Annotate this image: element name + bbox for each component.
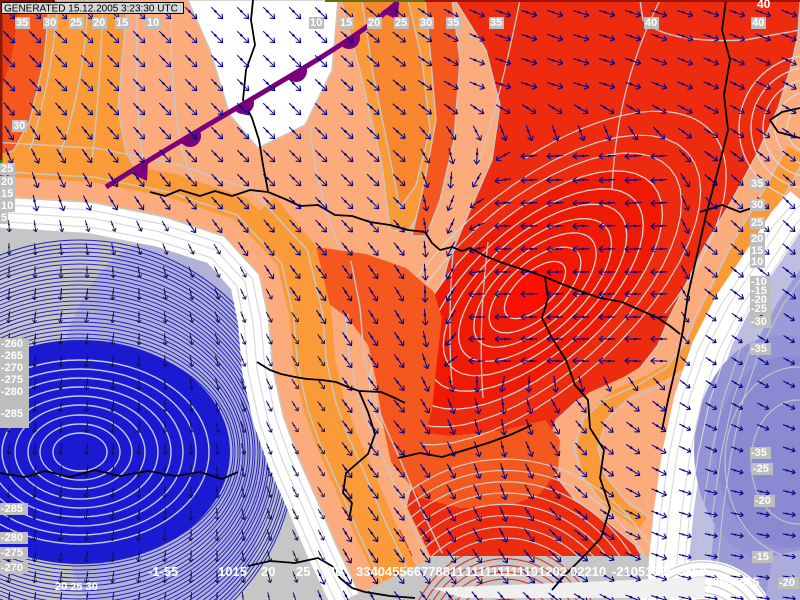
svg-text:-1-55: -1-55 [148, 564, 178, 579]
svg-text:25: 25 [751, 217, 763, 229]
svg-text:-285: -285 [1, 408, 23, 420]
svg-text:35: 35 [751, 178, 763, 190]
svg-text:30: 30 [44, 17, 56, 29]
svg-text:-280: -280 [1, 532, 23, 544]
svg-text:334045566778811: 334045566778811 [356, 564, 464, 579]
svg-text:02210: 02210 [570, 564, 606, 579]
svg-text:10: 10 [751, 256, 763, 268]
svg-text:25: 25 [296, 564, 310, 579]
svg-text:30: 30 [13, 120, 25, 132]
svg-text:-270: -270 [1, 362, 23, 374]
svg-text:-270: -270 [1, 562, 23, 574]
svg-text:-280: -280 [1, 386, 23, 398]
svg-text:20 25 30: 20 25 30 [55, 581, 98, 593]
svg-text:40: 40 [757, 0, 771, 11]
svg-text:50501015: 50501015 [706, 575, 760, 589]
svg-text:-21051505: -21051505 [612, 564, 674, 579]
svg-text:40: 40 [645, 17, 657, 29]
svg-text:30: 30 [328, 564, 342, 579]
svg-text:1015: 1015 [218, 564, 247, 579]
svg-text:-275: -275 [1, 374, 23, 386]
svg-text:15: 15 [1, 188, 13, 200]
svg-text:0550: 0550 [678, 564, 707, 579]
svg-text:-25: -25 [751, 303, 767, 315]
svg-text:10: 10 [147, 17, 159, 29]
svg-text:20: 20 [261, 564, 275, 579]
svg-text:25: 25 [1, 163, 13, 175]
svg-text:GENERATED 15.12.2005 3:23:30 U: GENERATED 15.12.2005 3:23:30 UTC [4, 4, 178, 15]
svg-text:-35: -35 [751, 343, 767, 355]
svg-text:-30: -30 [751, 316, 767, 328]
svg-text:25: 25 [70, 17, 82, 29]
svg-text:-20: -20 [779, 577, 795, 589]
svg-text:20: 20 [93, 17, 105, 29]
svg-text:5: 5 [1, 212, 7, 224]
svg-text:-35: -35 [751, 447, 767, 459]
svg-text:35: 35 [16, 17, 28, 29]
svg-text:15: 15 [751, 245, 763, 257]
svg-text:-265: -265 [1, 350, 23, 362]
svg-text:20: 20 [368, 17, 380, 29]
svg-text:35: 35 [490, 17, 502, 29]
svg-text:20: 20 [751, 233, 763, 245]
svg-text:10: 10 [1, 200, 13, 212]
svg-text:15: 15 [340, 17, 352, 29]
svg-text:40: 40 [752, 17, 764, 29]
svg-text:30: 30 [420, 17, 432, 29]
svg-text:35: 35 [447, 17, 459, 29]
svg-text:-275: -275 [1, 547, 23, 559]
svg-text:-25: -25 [753, 463, 769, 475]
svg-text:30: 30 [751, 199, 763, 211]
svg-text:-15: -15 [753, 551, 769, 563]
svg-text:-260: -260 [1, 338, 23, 350]
svg-text:10: 10 [310, 17, 322, 29]
svg-text:-20: -20 [755, 495, 771, 507]
svg-text:20: 20 [1, 176, 13, 188]
svg-text:25: 25 [395, 17, 407, 29]
svg-text:15: 15 [116, 17, 128, 29]
svg-text:111111111191202: 111111111191202 [465, 564, 567, 579]
svg-text:-285: -285 [1, 503, 23, 515]
